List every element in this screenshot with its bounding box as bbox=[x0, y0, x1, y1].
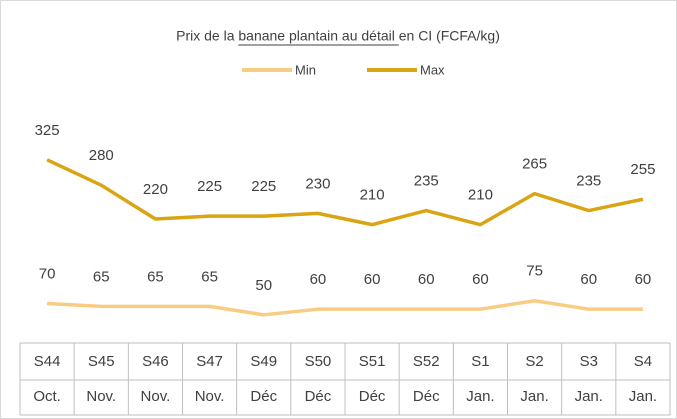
data-label: 265 bbox=[522, 156, 547, 173]
x-tick-label: S1 bbox=[471, 353, 489, 370]
line-series bbox=[46, 158, 644, 227]
legend-label: Max bbox=[420, 62, 445, 77]
x-tick-label: Jan. bbox=[466, 388, 494, 405]
legend-label: Min bbox=[295, 62, 316, 77]
data-label: 65 bbox=[201, 268, 218, 285]
data-label: 325 bbox=[35, 122, 60, 139]
x-tick-label: Nov. bbox=[141, 388, 171, 405]
line-series bbox=[46, 298, 643, 317]
data-label: 225 bbox=[251, 178, 276, 195]
data-label: 220 bbox=[143, 181, 168, 198]
x-tick-label: Jan. bbox=[629, 388, 657, 405]
x-tick-label: S2 bbox=[525, 353, 543, 370]
x-tick-label: Jan. bbox=[575, 388, 603, 405]
x-tick-label: S46 bbox=[142, 353, 169, 370]
data-label: 70 bbox=[39, 266, 56, 283]
data-label: 50 bbox=[255, 277, 272, 294]
data-label: 225 bbox=[197, 178, 222, 195]
data-label: 75 bbox=[526, 263, 543, 280]
data-label: 65 bbox=[147, 268, 164, 285]
chart-title: Prix de la banane plantain au détail en … bbox=[176, 28, 500, 44]
data-label: 60 bbox=[418, 271, 435, 288]
x-tick-label: S47 bbox=[196, 353, 223, 370]
x-tick-label: Déc bbox=[305, 388, 332, 405]
x-tick-label: Déc bbox=[413, 388, 440, 405]
x-tick-label: Déc bbox=[359, 388, 386, 405]
x-tick-label: S51 bbox=[359, 353, 386, 370]
data-label: 235 bbox=[414, 173, 439, 190]
x-tick-label: Jan. bbox=[520, 388, 548, 405]
x-tick-label: S4 bbox=[634, 353, 652, 370]
x-tick-label: Déc bbox=[250, 388, 277, 405]
data-label: 255 bbox=[630, 161, 655, 178]
data-label: 235 bbox=[576, 173, 601, 190]
x-tick-label: S50 bbox=[305, 353, 332, 370]
data-label: 210 bbox=[360, 187, 385, 204]
data-label: 60 bbox=[364, 271, 381, 288]
data-label: 230 bbox=[305, 175, 330, 192]
x-tick-label: S52 bbox=[413, 353, 440, 370]
x-tick-label: Oct. bbox=[33, 388, 61, 405]
data-label: 280 bbox=[89, 147, 114, 164]
x-tick-label: Nov. bbox=[86, 388, 116, 405]
data-label: 60 bbox=[635, 271, 652, 288]
data-label: 60 bbox=[580, 271, 597, 288]
x-tick-label: Nov. bbox=[195, 388, 225, 405]
data-label: 60 bbox=[310, 271, 327, 288]
x-tick-label: S44 bbox=[34, 353, 61, 370]
x-tick-label: S3 bbox=[580, 353, 598, 370]
x-tick-label: S45 bbox=[88, 353, 115, 370]
data-label: 60 bbox=[472, 271, 489, 288]
x-tick-label: S49 bbox=[250, 353, 277, 370]
data-label: 210 bbox=[468, 187, 493, 204]
data-label: 65 bbox=[93, 268, 110, 285]
